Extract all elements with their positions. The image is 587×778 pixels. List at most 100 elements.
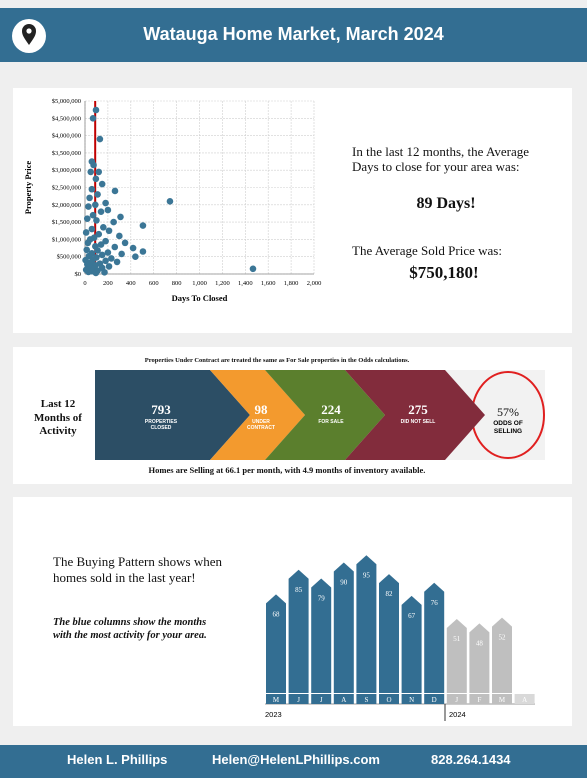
scatter-point — [86, 194, 93, 202]
month-box — [514, 694, 535, 704]
scatter-point — [139, 222, 147, 229]
month-box — [311, 694, 332, 704]
bar — [379, 574, 399, 693]
y-tick-label: $4,000,000 — [52, 133, 81, 140]
pattern-note: The blue columns show the months with th… — [53, 617, 207, 641]
x-tick-label: 2,000 — [307, 280, 322, 287]
y-tick-label: $1,500,000 — [52, 219, 81, 226]
x-tick-label: S — [364, 696, 368, 704]
scatter-point — [139, 248, 147, 255]
days: 89 Days! — [416, 195, 476, 212]
footer-phone: 828.264.1434 — [431, 752, 511, 767]
scatter-point — [92, 106, 100, 114]
scatter-point — [96, 135, 104, 143]
scatter-point — [95, 168, 103, 176]
x-tick-label: F — [477, 696, 481, 704]
bar-label: 85 — [295, 586, 303, 594]
x-tick-label: M — [499, 696, 506, 704]
month-box — [288, 694, 309, 704]
scatter-point — [83, 215, 91, 222]
stage-label: UNDER CONTRACT — [246, 419, 276, 431]
x-tick-label: N — [409, 696, 414, 704]
x-tick-label: 800 — [172, 280, 182, 287]
x-tick-label: A — [522, 696, 527, 704]
y-tick-label: $500,000 — [57, 254, 81, 261]
scatter-point — [88, 225, 96, 233]
scatter-point — [132, 253, 139, 260]
stage-chevron — [345, 370, 485, 460]
x-tick-label: 400 — [126, 280, 136, 287]
scatter-point — [111, 243, 119, 251]
stage-label: PROPERTIES CLOSED — [144, 419, 178, 431]
x-tick-label: 1,000 — [192, 280, 207, 287]
scatter-point — [93, 217, 100, 224]
month-box — [356, 694, 377, 704]
bar — [401, 595, 422, 693]
scatter-point — [83, 246, 91, 254]
stage-label: FOR SALE — [318, 419, 344, 425]
stage-chevron — [265, 370, 385, 460]
bar — [266, 594, 286, 693]
x-axis-title: Days To Closed — [172, 293, 228, 303]
month-box — [333, 694, 354, 704]
bar — [469, 623, 490, 693]
scatter-point — [102, 199, 109, 207]
scatter-point — [88, 185, 96, 193]
scatter-point — [92, 201, 99, 209]
bar — [288, 569, 309, 693]
scatter-point — [98, 251, 106, 259]
x-tick-label: 200 — [103, 280, 113, 287]
month-box — [446, 694, 467, 704]
year-label: 2024 — [449, 710, 466, 719]
stage-value: 224 — [321, 402, 341, 417]
scatter-point — [100, 223, 107, 231]
x-tick-label: J — [455, 696, 458, 704]
x-tick-label: 1,600 — [261, 280, 276, 287]
y-tick-label: $2,000,000 — [52, 202, 81, 209]
footer-name: Helen L. Phillips — [67, 752, 168, 767]
bar-label: 76 — [431, 599, 439, 607]
header-band — [0, 8, 587, 62]
scatter-point — [102, 257, 109, 265]
stage-value: 275 — [408, 402, 428, 417]
x-tick-label: O — [386, 696, 391, 704]
scatter-point — [249, 265, 257, 273]
scatter-point — [118, 250, 125, 258]
scatter-point — [82, 229, 90, 236]
scatter-point — [85, 203, 92, 210]
bar — [311, 578, 332, 693]
y-axis-title: Property Price — [23, 161, 33, 215]
pin — [22, 24, 36, 45]
scatter-point — [85, 268, 92, 276]
scatter-point — [110, 218, 117, 226]
scatter-point — [84, 239, 92, 247]
year-label: 2023 — [265, 710, 282, 719]
bar-label: 68 — [273, 610, 281, 618]
scatter-point — [105, 263, 113, 270]
scatter-point — [121, 239, 129, 247]
bar-label: 95 — [363, 571, 371, 579]
scatter-point — [87, 168, 95, 176]
scatter-point — [117, 213, 124, 221]
title: Watauga Home Market, March 2024 — [143, 24, 444, 44]
scatter-point — [90, 161, 97, 169]
activity-note: Properties Under Contract are treated th… — [144, 357, 410, 364]
scatter-point — [113, 258, 121, 266]
x-tick-label: 1,800 — [284, 280, 299, 287]
bar-label: 82 — [386, 590, 394, 598]
bar-label: 90 — [340, 579, 348, 587]
scatter-point — [104, 206, 112, 214]
bar — [492, 617, 512, 693]
x-tick-label: D — [432, 696, 437, 704]
bar-label: 67 — [408, 612, 416, 620]
bar — [424, 582, 445, 693]
x-tick-label: 1,200 — [215, 280, 230, 287]
scatter-point — [94, 247, 101, 254]
bar-label: 52 — [499, 634, 507, 642]
stage-value: 793 — [151, 402, 171, 417]
x-tick-label: A — [341, 696, 346, 704]
y-tick-label: $1,000,000 — [52, 236, 81, 243]
y-tick-label: $3,000,000 — [52, 167, 81, 174]
